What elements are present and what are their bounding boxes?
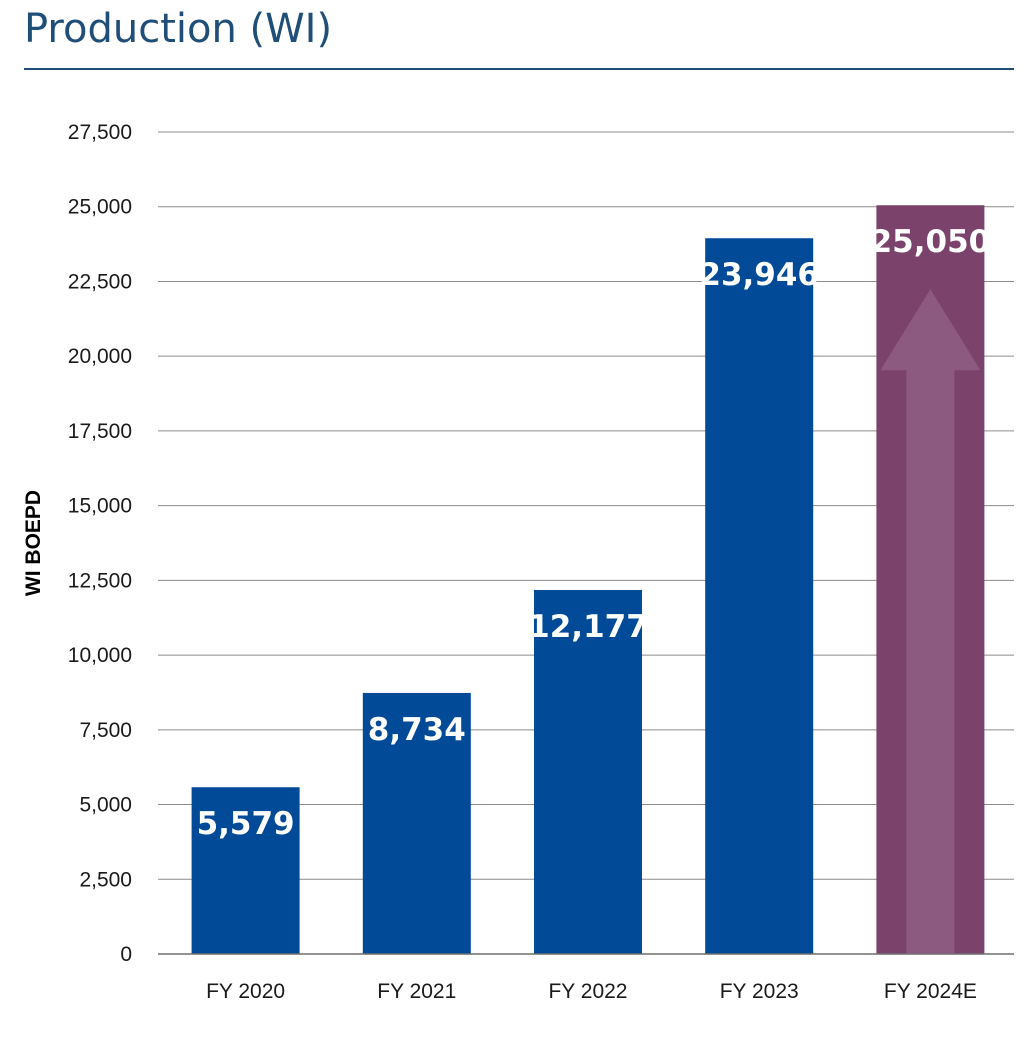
x-tick-label: FY 2022 — [548, 980, 627, 1003]
bar-value-label: 23,946 — [699, 257, 819, 293]
y-tick-label: 7,500 — [79, 719, 132, 742]
y-tick-label: 15,000 — [68, 495, 132, 518]
gridlines — [158, 131, 1014, 880]
bar-value-label: 25,050 — [871, 224, 991, 260]
x-tick-label: FY 2023 — [720, 980, 799, 1003]
x-axis-categories: FY 2020 FY 2021 FY 2022 FY 2023 FY 2024E — [206, 980, 977, 1003]
y-axis-label: WI BOEPD — [22, 490, 45, 596]
y-tick-label: 20,000 — [68, 345, 132, 368]
x-tick-label: FY 2024E — [884, 980, 977, 1003]
y-tick-label: 5,000 — [79, 794, 132, 817]
y-tick-label: 27,500 — [68, 121, 132, 144]
bar-value-label: 5,579 — [197, 806, 295, 842]
title-divider — [24, 68, 1014, 70]
bar — [705, 238, 814, 954]
y-tick-label: 10,000 — [68, 644, 132, 667]
y-axis-ticks: 0 2,500 5,000 7,500 10,000 12,500 15,000 17,500… — [68, 121, 132, 966]
page-title: Production (WI) — [24, 6, 333, 52]
value-labels: 5,579 8,734 12,177 23,946 25,050 — [197, 224, 991, 842]
x-tick-label: FY 2020 — [206, 980, 285, 1003]
y-tick-label: 12,500 — [68, 569, 132, 592]
bar-value-label: 12,177 — [528, 609, 648, 645]
y-tick-label: 25,000 — [68, 196, 132, 219]
bar — [362, 692, 471, 954]
up-arrow-icon — [880, 289, 981, 954]
y-tick-label: 17,500 — [68, 420, 132, 443]
y-tick-label: 2,500 — [79, 868, 132, 891]
y-tick-label: 0 — [120, 943, 132, 966]
bar — [191, 787, 300, 954]
y-tick-label: 22,500 — [68, 270, 132, 293]
bars — [191, 205, 985, 954]
bar-value-label: 8,734 — [368, 712, 466, 748]
x-tick-label: FY 2021 — [377, 980, 456, 1003]
bar — [534, 590, 642, 954]
